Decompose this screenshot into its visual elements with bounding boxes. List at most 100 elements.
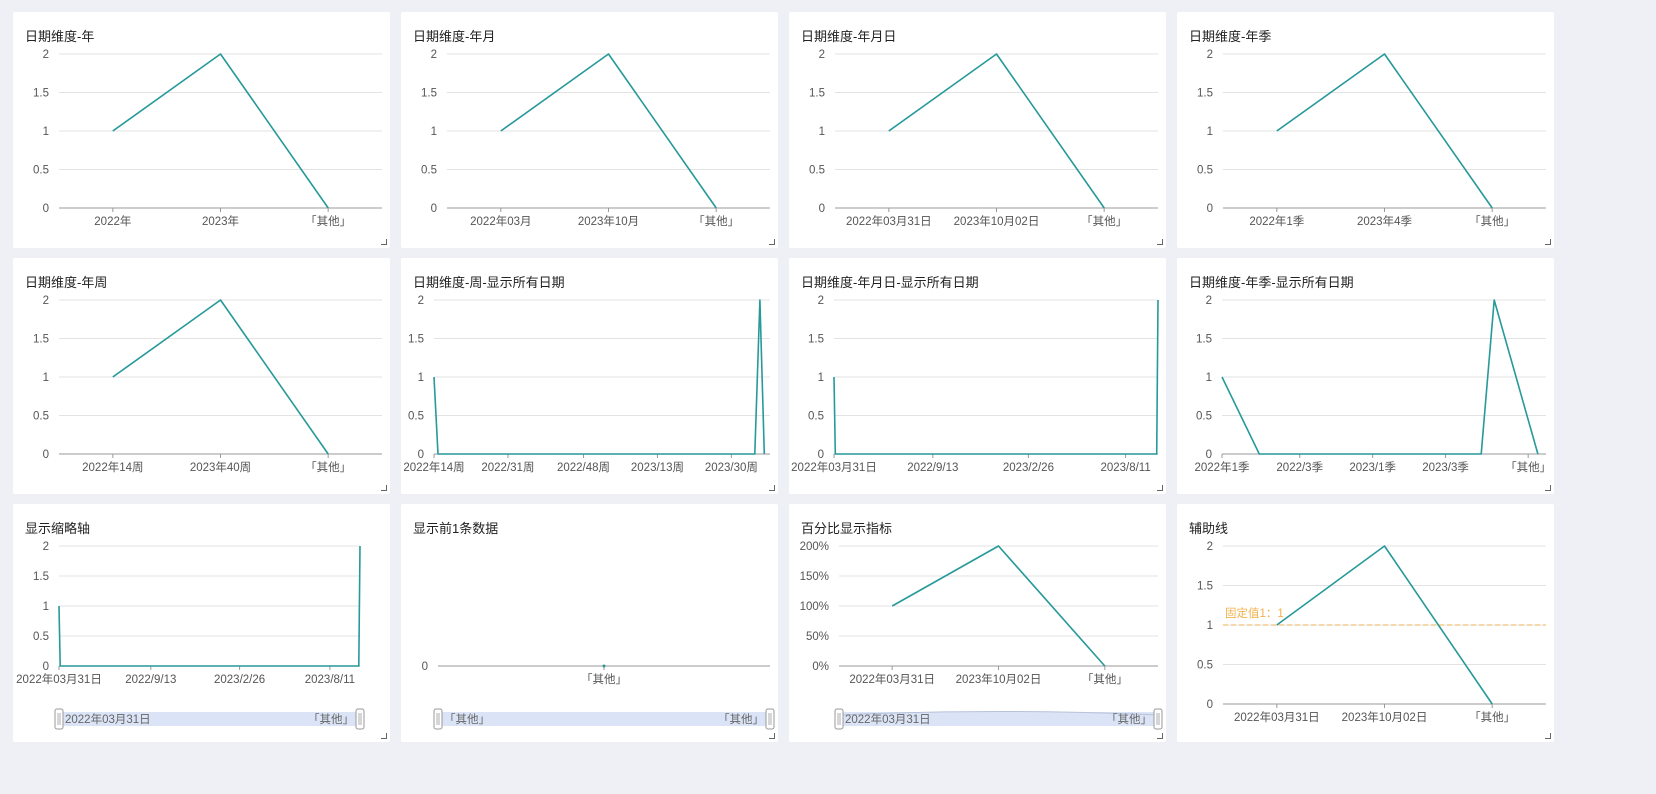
line-chart: 0 0.5 1 1.5 2 2022年1季 2023年4季 「其他」	[1197, 49, 1546, 228]
y-tick-label: 0.5	[1197, 165, 1213, 177]
y-tick-label: 2	[1207, 541, 1213, 553]
x-tick-label: 「其他」	[581, 673, 627, 686]
resize-handle-icon[interactable]	[769, 239, 775, 245]
resize-handle-icon[interactable]	[769, 485, 775, 491]
chart-card[interactable]: 百分比显示指标 0% 50% 100% 150% 200% 2022年03月31日 2023年…	[789, 504, 1166, 742]
x-tick-label: 2023年	[202, 214, 239, 228]
y-tick-label: 0.5	[808, 411, 824, 423]
x-tick-label: 2023年4季	[1357, 214, 1412, 228]
y-tick-label: 0	[418, 449, 424, 461]
resize-handle-icon[interactable]	[381, 733, 387, 739]
y-tick-label: 2	[43, 295, 49, 307]
y-tick-label: 1	[43, 126, 49, 138]
y-tick-label: 1.5	[33, 334, 49, 346]
zoom-slider-left-handle[interactable]	[54, 708, 64, 730]
chart-title: 日期维度-年月日	[801, 29, 897, 44]
resize-handle-icon[interactable]	[1545, 485, 1551, 491]
y-tick-label: 1.5	[33, 88, 49, 100]
chart-card[interactable]: 日期维度-周-显示所有日期 0 0.5 1 1.5 2 2022年14周 2022/31周 20…	[401, 258, 778, 494]
chart-title: 日期维度-年	[25, 29, 95, 44]
zoom-slider-end-label: 「其他」	[1106, 713, 1152, 726]
y-tick-label: 0	[1207, 699, 1213, 711]
y-tick-label: 150%	[800, 571, 829, 583]
chart-card[interactable]: 辅助线 0 0.5 1 1.5 2 2022年03月31日 2023年10月02日 「其他」 固定…	[1177, 504, 1554, 742]
y-tick-label: 2	[1207, 49, 1213, 61]
zoom-slider[interactable]: 「其他」 「其他」	[433, 708, 775, 730]
zoom-slider-left-handle[interactable]	[433, 708, 443, 730]
y-tick-label: 1	[43, 601, 49, 613]
y-tick-label: 1	[1207, 126, 1213, 138]
resize-handle-icon[interactable]	[1545, 239, 1551, 245]
reference-line-label: 固定值1：1	[1225, 606, 1284, 620]
y-tick-label: 0	[1206, 449, 1212, 461]
resize-handle-icon[interactable]	[381, 239, 387, 245]
y-tick-label: 0	[43, 661, 49, 673]
line-chart: 0 0.5 1 1.5 2 2022年 2023年 「其他」	[33, 49, 382, 228]
y-tick-label: 2	[818, 295, 824, 307]
zoom-slider-right-handle[interactable]	[1153, 708, 1163, 730]
resize-handle-icon[interactable]	[769, 733, 775, 739]
chart-card[interactable]: 显示前1条数据 0 「其他」 「其他」 「其他」	[401, 504, 778, 742]
x-tick-label: 2023年10月02日	[956, 672, 1042, 686]
x-tick-label: 2022/3季	[1276, 461, 1323, 474]
zoom-slider-right-handle[interactable]	[765, 708, 775, 730]
y-tick-label: 1.5	[421, 88, 437, 100]
resize-handle-icon[interactable]	[1157, 485, 1163, 491]
y-tick-label: 2	[819, 49, 825, 61]
x-tick-label: 「其他」	[1082, 673, 1128, 686]
x-tick-label: 2022/31周	[481, 461, 534, 474]
x-tick-label: 2022年14周	[403, 460, 464, 474]
y-tick-label: 0	[422, 661, 428, 673]
series-line	[891, 545, 1106, 667]
zoom-slider-right-handle[interactable]	[355, 708, 365, 730]
y-tick-label: 0.5	[33, 165, 49, 177]
series-line	[112, 53, 329, 209]
chart-card[interactable]: 日期维度-年月日-显示所有日期 0 0.5 1 1.5 2 2022年03月31日 2022/…	[789, 258, 1166, 494]
y-tick-label: 1	[819, 126, 825, 138]
y-tick-label: 0	[1207, 203, 1213, 215]
y-tick-label: 0.5	[1197, 660, 1213, 672]
x-tick-label: 2023/30周	[705, 461, 758, 474]
chart-title: 显示缩略轴	[25, 521, 91, 536]
x-tick-label: 2022/48周	[557, 461, 610, 474]
line-chart: 0 0.5 1 1.5 2 2022年03月31日 2022/9/13 2023/2/26 20…	[16, 541, 365, 730]
zoom-slider-start-label: 2022年03月31日	[845, 712, 931, 726]
y-tick-label: 0	[43, 203, 49, 215]
zoom-slider-left-handle[interactable]	[834, 708, 844, 730]
resize-handle-icon[interactable]	[1157, 239, 1163, 245]
zoom-slider[interactable]: 2022年03月31日 「其他」	[834, 708, 1163, 730]
zoom-slider[interactable]: 2022年03月31日 「其他」	[54, 708, 365, 730]
y-tick-label: 0	[818, 449, 824, 461]
resize-handle-icon[interactable]	[1157, 733, 1163, 739]
y-tick-label: 0.5	[408, 411, 424, 423]
x-tick-label: 「其他」	[1469, 215, 1515, 228]
y-tick-label: 1.5	[809, 88, 825, 100]
y-tick-label: 1	[43, 372, 49, 384]
x-tick-label: 2023/8/11	[305, 674, 355, 686]
x-tick-label: 2022年03月31日	[849, 672, 935, 686]
chart-card[interactable]: 显示缩略轴 0 0.5 1 1.5 2 2022年03月31日 2022/9/13 2023/2…	[13, 504, 390, 742]
y-tick-label: 1.5	[1197, 581, 1213, 593]
zoom-slider-track	[59, 712, 360, 726]
series-line	[1276, 545, 1493, 705]
chart-card[interactable]: 日期维度-年季 0 0.5 1 1.5 2 2022年1季 2023年4季 「其他」	[1177, 12, 1554, 248]
y-tick-label: 0%	[812, 661, 829, 673]
chart-card[interactable]: 日期维度-年月日 0 0.5 1 1.5 2 2022年03月31日 2023年10月02日 「…	[789, 12, 1166, 248]
chart-card[interactable]: 日期维度-年 0 0.5 1 1.5 2 2022年 2023年 「其他」	[13, 12, 390, 248]
y-tick-label: 2	[43, 541, 49, 553]
chart-title: 显示前1条数据	[413, 521, 499, 536]
line-chart: 0 0.5 1 1.5 2 2022年03月31日 2023年10月02日 「其他」	[809, 49, 1158, 228]
resize-handle-icon[interactable]	[1545, 733, 1551, 739]
series-line	[500, 53, 717, 209]
chart-card[interactable]: 日期维度-年月 0 0.5 1 1.5 2 2022年03月 2023年10月 「其他」	[401, 12, 778, 248]
series-line	[833, 299, 1159, 455]
series-point	[602, 664, 606, 668]
x-tick-label: 2023/3季	[1422, 461, 1469, 474]
y-tick-label: 1	[431, 126, 437, 138]
y-tick-label: 1	[1207, 620, 1213, 632]
line-chart: 0 0.5 1 1.5 2 2022年14周 2023年40周 「其他」	[33, 295, 382, 474]
chart-card[interactable]: 日期维度-年季-显示所有日期 0 0.5 1 1.5 2 2022年1季 2022/3季 202…	[1177, 258, 1554, 494]
resize-handle-icon[interactable]	[381, 485, 387, 491]
chart-card[interactable]: 日期维度-年周 0 0.5 1 1.5 2 2022年14周 2023年40周 「其他」	[13, 258, 390, 494]
x-tick-label: 「其他」	[1505, 461, 1551, 474]
